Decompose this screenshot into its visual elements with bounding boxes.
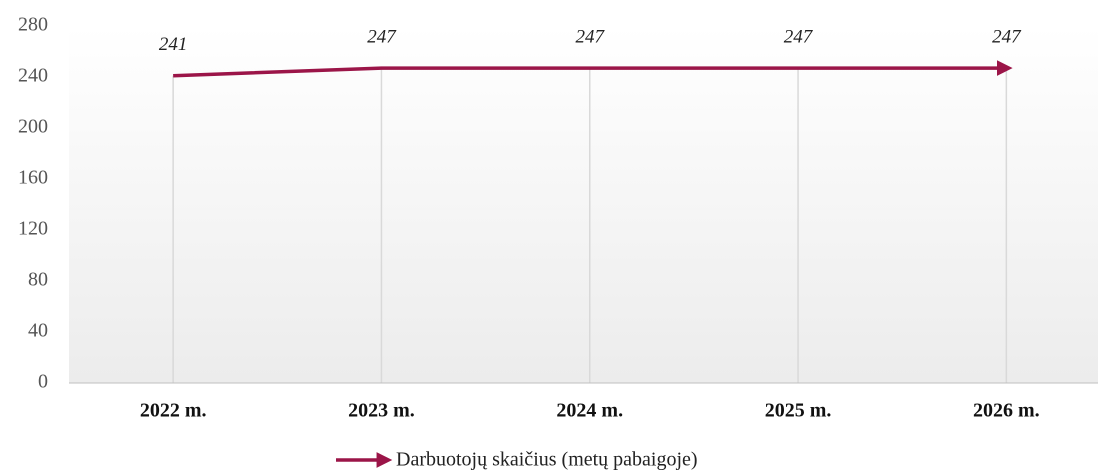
x-tick-label: 2025 m. <box>765 400 832 422</box>
plot-area <box>69 26 1098 383</box>
data-label: 247 <box>784 26 814 47</box>
series-line <box>173 60 1013 78</box>
data-label: 247 <box>576 26 606 47</box>
x-tick-label: 2022 m. <box>140 400 207 422</box>
y-tick-label: 200 <box>18 116 48 138</box>
y-tick-label: 240 <box>18 65 48 87</box>
x-tick-label: 2023 m. <box>348 400 415 422</box>
y-tick-label: 160 <box>18 167 48 189</box>
x-tick-label: 2026 m. <box>973 400 1040 422</box>
data-label: 247 <box>992 26 1022 47</box>
legend-label: Darbuotojų skaičius (metų pabaigoje) <box>396 449 698 471</box>
y-tick-label: 120 <box>18 218 48 240</box>
data-label: 241 <box>159 34 188 55</box>
data-label: 247 <box>367 26 397 47</box>
y-tick-label: 280 <box>18 14 48 36</box>
y-tick-label: 0 <box>38 371 48 393</box>
x-tick-label: 2024 m. <box>556 400 623 422</box>
y-tick-label: 80 <box>28 269 48 291</box>
y-tick-label: 40 <box>28 320 48 342</box>
